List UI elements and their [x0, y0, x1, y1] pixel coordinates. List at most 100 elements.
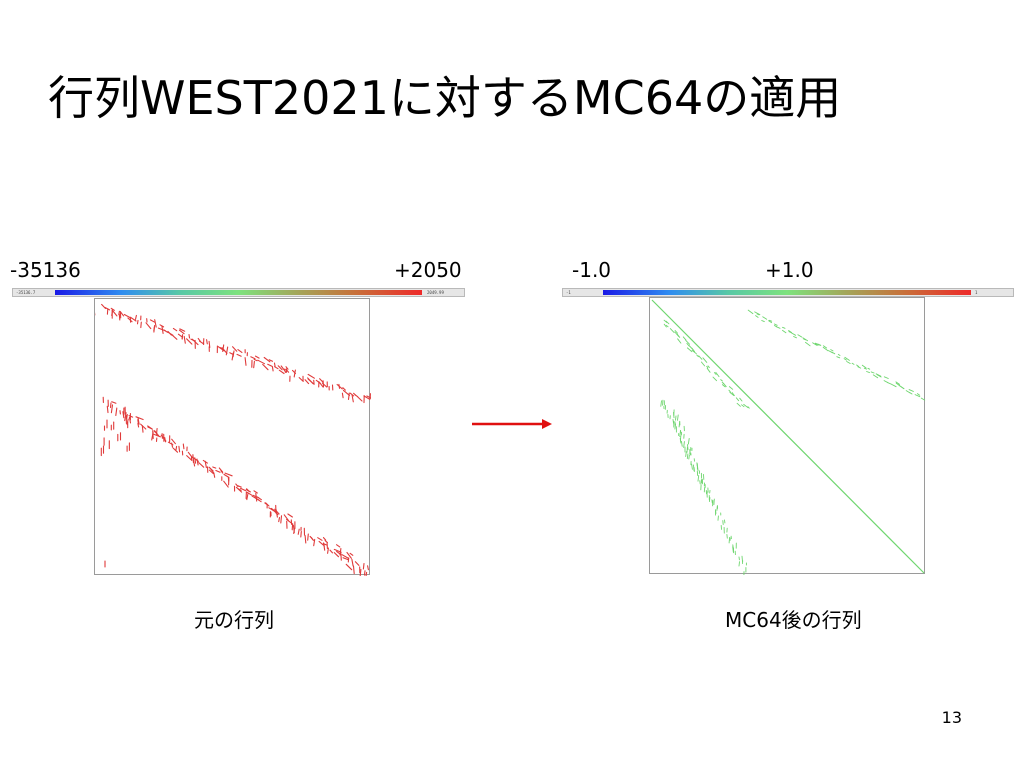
matrix-entry [673, 412, 675, 419]
matrix-entry [317, 537, 323, 541]
matrix-entry [739, 397, 743, 402]
matrix-entry [310, 536, 314, 541]
matrix-entry [118, 313, 121, 321]
matrix-entry [291, 369, 297, 375]
matrix-entry [696, 354, 699, 358]
matrix-entry [110, 404, 114, 414]
matrix-entry [196, 458, 199, 466]
matrix-entry [231, 352, 234, 361]
matrix-entry [154, 319, 157, 328]
matrix-entry [352, 565, 355, 575]
matrix-entry [660, 400, 662, 407]
matrix-entry [822, 346, 829, 352]
matrix-entry [837, 353, 841, 356]
matrix-entry [775, 326, 781, 329]
matrix-entry [300, 531, 302, 538]
matrix-entry [797, 334, 803, 338]
matrix-entry [147, 425, 153, 430]
matrix-entry [333, 552, 340, 558]
matrix-entry [677, 338, 682, 344]
matrix-entry [172, 447, 179, 453]
matrix-entry [237, 349, 243, 353]
matrix-entry [222, 344, 225, 352]
left-colorbar-min-label: -35136 [10, 258, 81, 282]
matrix-entry [224, 472, 233, 477]
matrix-entry [178, 329, 185, 335]
matrix-entry [307, 378, 315, 385]
matrix-entry [293, 527, 296, 535]
matrix-entry [206, 339, 208, 345]
right-arrow-icon [472, 419, 552, 429]
matrix-entry [149, 319, 156, 323]
matrix-entry [707, 365, 710, 368]
left-colorbar-max-label: +2050 [394, 258, 462, 282]
matrix-entry [687, 444, 689, 450]
matrix-entry [327, 547, 329, 554]
matrix-entry [153, 325, 156, 333]
matrix-entry [239, 487, 247, 492]
matrix-entry [197, 337, 201, 342]
matrix-entry [728, 536, 731, 544]
matrix-entry [186, 338, 193, 345]
left-sparsity-plot [94, 298, 371, 576]
matrix-entry [867, 367, 871, 370]
matrix-entry [691, 349, 697, 355]
matrix-entry [287, 513, 293, 518]
matrix-entry [675, 415, 677, 421]
matrix-entry [830, 349, 834, 352]
matrix-entry [208, 469, 214, 475]
matrix-entry [188, 334, 191, 339]
matrix-entry [679, 437, 682, 444]
matrix-entry [254, 496, 262, 503]
matrix-entry [900, 386, 905, 390]
matrix-entry [843, 358, 847, 361]
matrix-entry [851, 362, 855, 365]
matrix-entry [713, 372, 717, 375]
matrix-entry [264, 502, 268, 506]
matrix-entry [367, 565, 369, 571]
matrix-entry [172, 327, 178, 332]
matrix-entry [687, 437, 690, 445]
matrix-entry [866, 371, 870, 374]
left-colorbar: -35136.7 2049.99 [12, 288, 465, 297]
matrix-entry [179, 328, 186, 332]
matrix-entry [256, 496, 262, 501]
matrix-entry [722, 382, 727, 388]
matrix-entry [349, 392, 355, 397]
matrix-entry [329, 549, 334, 554]
matrix-entry [277, 365, 283, 371]
left-caption: 元の行列 [194, 608, 274, 632]
matrix-entry [152, 433, 161, 438]
matrix-entry [141, 425, 144, 433]
matrix-entry [697, 474, 700, 482]
matrix-entry [177, 333, 183, 338]
matrix-entry [190, 338, 195, 342]
matrix-entry [731, 392, 735, 397]
matrix-entry [674, 423, 677, 430]
matrix-diagonal [651, 299, 925, 574]
matrix-entry [755, 315, 759, 318]
matrix-entry [663, 323, 667, 328]
matrix-entry [916, 393, 921, 396]
matrix-entry [729, 391, 735, 396]
matrix-entry [697, 465, 699, 472]
matrix-entry [895, 381, 901, 385]
matrix-entry [225, 346, 229, 356]
left-colorbar-min-tiny: -35136.7 [16, 290, 36, 295]
matrix-entry [111, 401, 117, 404]
matrix-entry [686, 453, 689, 460]
matrix-entry [267, 363, 273, 367]
matrix-entry [268, 359, 274, 362]
matrix-entry [111, 309, 114, 317]
matrix-entry [762, 316, 768, 320]
matrix-entry [278, 516, 281, 523]
right-colorbar-max-label: +1.0 [765, 258, 814, 282]
matrix-entry [856, 364, 860, 368]
matrix-entry [363, 395, 371, 400]
right-colorbar-min-label: -1.0 [572, 258, 612, 282]
right-sparsity-pattern [651, 299, 926, 575]
matrix-entry [677, 414, 679, 421]
matrix-entry [736, 402, 741, 407]
matrix-entry [362, 562, 365, 570]
matrix-entry [130, 316, 137, 322]
